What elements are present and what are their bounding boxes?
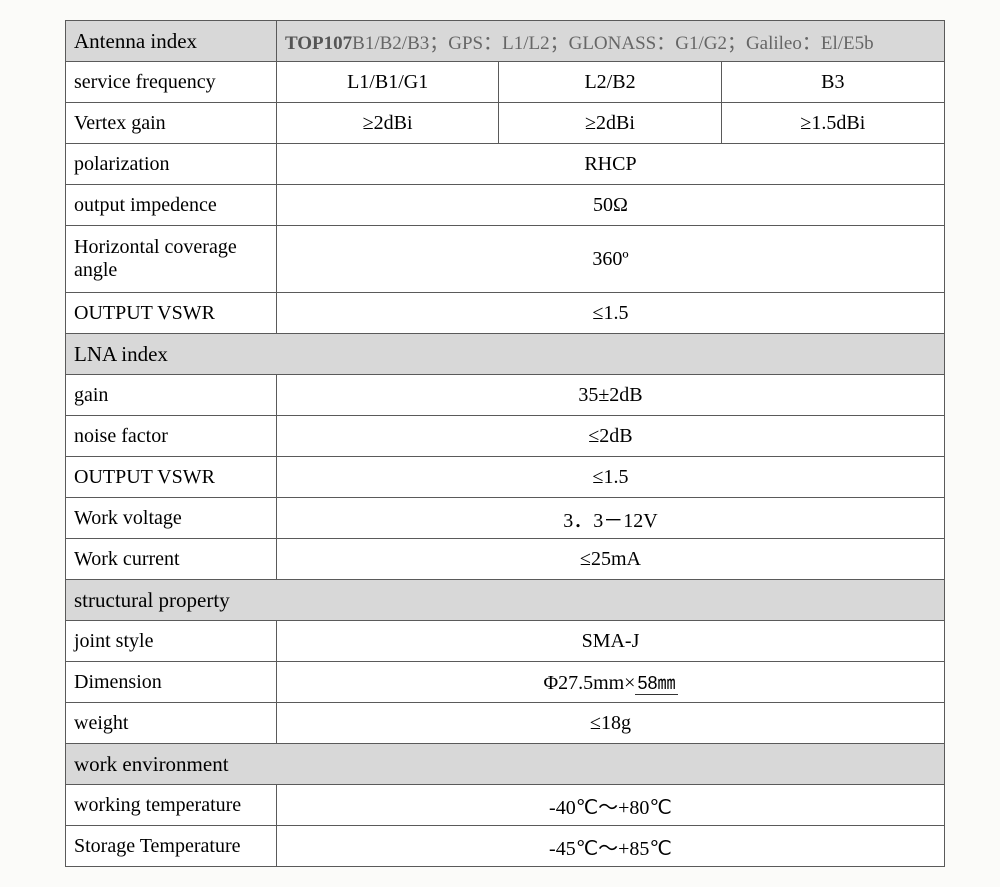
label-output-impedence: output impedence [66, 185, 277, 226]
row-output-impedence: output impedence 50Ω [66, 185, 945, 226]
section-structural: structural property [66, 580, 945, 621]
section-lna: LNA index [66, 334, 945, 375]
row-polarization: polarization RHCP [66, 144, 945, 185]
header-title: Antenna index [66, 21, 277, 62]
label-service-frequency: service frequency [66, 62, 277, 103]
row-vertex-gain: Vertex gain ≥2dBi ≥2dBi ≥1.5dBi [66, 103, 945, 144]
label-weight: weight [66, 703, 277, 744]
val-vg-2: ≥2dBi [499, 103, 721, 144]
val-joint-style: SMA-J [276, 621, 944, 662]
row-output-vswr-lna: OUTPUT VSWR ≤1.5 [66, 457, 945, 498]
val-output-impedence: 50Ω [276, 185, 944, 226]
row-working-temp: working temperature -40℃～+80℃ [66, 785, 945, 826]
val-dimension-note: 58㎜ [635, 673, 677, 695]
val-polarization: RHCP [276, 144, 944, 185]
val-working-temp: -40℃～+80℃ [276, 785, 944, 826]
val-sf-2: L2/B2 [499, 62, 721, 103]
label-polarization: polarization [66, 144, 277, 185]
row-dimension: Dimension Φ27.5mm×58㎜ [66, 662, 945, 703]
label-noise: noise factor [66, 416, 277, 457]
val-vg-3: ≥1.5dBi [721, 103, 944, 144]
row-storage-temp: Storage Temperature -45℃～+85℃ [66, 826, 945, 867]
row-work-current: Work current ≤25mA [66, 539, 945, 580]
spec-table: Antenna index TOP107B1/B2/B3；GPS：L1/L2；G… [65, 20, 945, 867]
val-dimension: Φ27.5mm× [543, 672, 635, 694]
val-storage-temp: -45℃～+85℃ [276, 826, 944, 867]
val-coverage-angle: 360º [276, 226, 944, 293]
label-working-temp: working temperature [66, 785, 277, 826]
label-storage-temp: Storage Temperature [66, 826, 277, 867]
val-weight: ≤18g [276, 703, 944, 744]
label-dimension: Dimension [66, 662, 277, 703]
val-sf-3: B3 [721, 62, 944, 103]
row-noise: noise factor ≤2dB [66, 416, 945, 457]
model-number: TOP107 [285, 33, 352, 54]
section-environment-label: work environment [66, 744, 945, 785]
val-vg-1: ≥2dBi [276, 103, 498, 144]
section-environment: work environment [66, 744, 945, 785]
header-subtitle-cell: TOP107B1/B2/B3；GPS：L1/L2；GLONASS：G1/G2；G… [276, 21, 944, 62]
label-joint-style: joint style [66, 621, 277, 662]
row-joint-style: joint style SMA-J [66, 621, 945, 662]
row-weight: weight ≤18g [66, 703, 945, 744]
row-work-voltage: Work voltage 3．3－12V [66, 498, 945, 539]
val-work-current: ≤25mA [276, 539, 944, 580]
row-service-frequency: service frequency L1/B1/G1 L2/B2 B3 [66, 62, 945, 103]
label-output-vswr-antenna: OUTPUT VSWR [66, 293, 277, 334]
val-output-vswr-lna: ≤1.5 [276, 457, 944, 498]
label-output-vswr-lna: OUTPUT VSWR [66, 457, 277, 498]
header-row: Antenna index TOP107B1/B2/B3；GPS：L1/L2；G… [66, 21, 945, 62]
val-sf-1: L1/B1/G1 [276, 62, 498, 103]
val-noise: ≤2dB [276, 416, 944, 457]
row-output-vswr-antenna: OUTPUT VSWR ≤1.5 [66, 293, 945, 334]
label-work-voltage: Work voltage [66, 498, 277, 539]
val-dimension-cell: Φ27.5mm×58㎜ [276, 662, 944, 703]
label-vertex-gain: Vertex gain [66, 103, 277, 144]
label-work-current: Work current [66, 539, 277, 580]
row-gain: gain 35±2dB [66, 375, 945, 416]
section-structural-label: structural property [66, 580, 945, 621]
val-work-voltage: 3．3－12V [276, 498, 944, 539]
section-lna-label: LNA index [66, 334, 945, 375]
header-subtitle: B1/B2/B3；GPS：L1/L2；GLONASS：G1/G2；Galileo… [352, 33, 873, 54]
val-gain: 35±2dB [276, 375, 944, 416]
val-output-vswr-antenna: ≤1.5 [276, 293, 944, 334]
label-gain: gain [66, 375, 277, 416]
row-coverage-angle: Horizontal coverage angle 360º [66, 226, 945, 293]
label-coverage-angle: Horizontal coverage angle [66, 226, 277, 293]
